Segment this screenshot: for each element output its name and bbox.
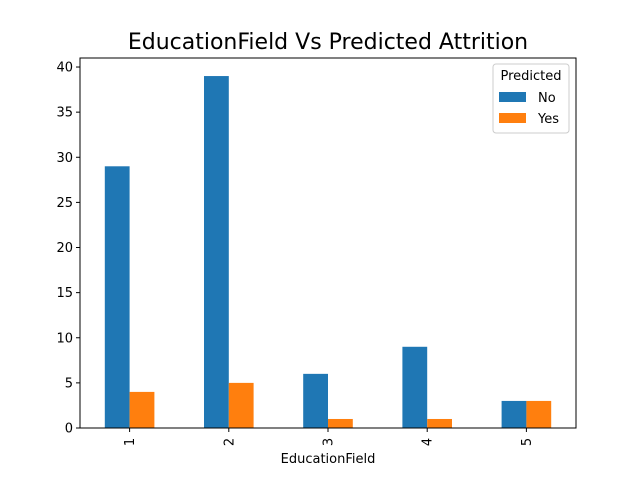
y-tick-label: 10 [56,331,73,346]
y-tick-label: 5 [65,376,73,391]
bar-no-1 [104,166,130,429]
plot-frame [79,57,577,429]
bar-no-5 [501,400,527,428]
x-tick-label: 4 [421,438,436,446]
bar-yes-3 [328,418,353,428]
x-axis-title: EducationField [281,452,376,467]
y-tick-label: 0 [65,422,73,437]
x-axis: 1 2 3 4 5 [123,428,535,446]
bar-yes-1 [129,391,155,428]
y-tick-label: 30 [56,151,73,166]
bar-no-4 [402,346,428,428]
legend-label-no: No [538,91,556,106]
bar-no-2 [204,76,229,429]
legend: Predicted No Yes [492,63,570,134]
y-tick-label: 40 [56,61,73,76]
y-tick-label: 25 [56,196,73,211]
legend-entries: No Yes [499,91,559,127]
bars [104,76,552,429]
legend-swatch-yes [499,113,526,123]
y-tick-label: 20 [56,241,73,256]
x-tick-label: 5 [520,438,535,446]
legend-swatch-no [499,92,526,102]
x-tick-label: 3 [322,438,337,446]
chart-title: EducationField Vs Predicted Attrition [128,30,528,55]
legend-title: Predicted [500,69,561,84]
bar-yes-5 [526,400,552,428]
y-tick-label: 15 [56,286,73,301]
x-tick-label: 1 [123,438,138,446]
bar-yes-4 [427,418,452,428]
bar-yes-2 [228,382,254,428]
y-axis: 0 5 10 15 20 25 30 35 40 [56,61,80,437]
x-tick-label: 2 [222,438,237,446]
bar-no-3 [303,373,328,428]
y-tick-label: 35 [56,106,73,121]
legend-label-yes: Yes [537,112,559,127]
